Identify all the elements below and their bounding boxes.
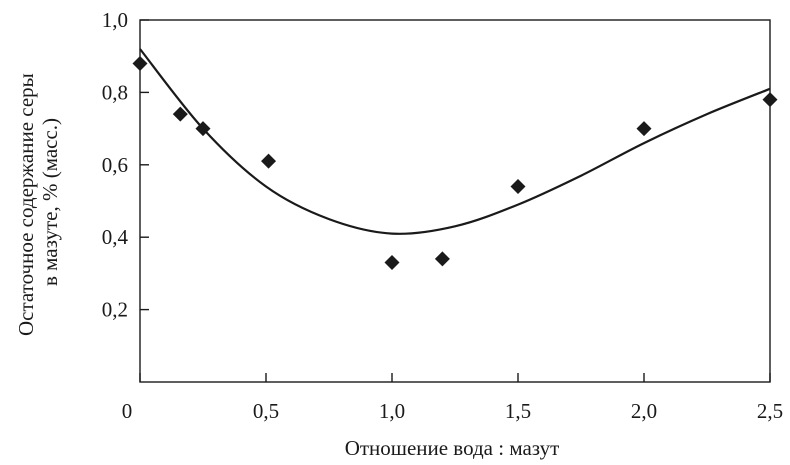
y-axis-title: Остаточное содержание серы в мазуте, % (… — [14, 68, 62, 336]
x-tick-label: 2,5 — [757, 399, 783, 423]
data-point — [195, 121, 211, 137]
x-tick-label: 1,5 — [505, 399, 531, 423]
data-point — [384, 255, 400, 271]
markers — [132, 55, 778, 271]
data-point — [261, 153, 277, 169]
tick-labels: 0 0,5 1,0 1,5 2,0 2,5 0,2 0,4 0,6 0,8 1,0 — [102, 8, 783, 423]
x-tick-label: 1,0 — [379, 399, 405, 423]
y-tick-label: 0,8 — [102, 80, 128, 104]
plot-frame — [139, 19, 771, 383]
x-axis-title: Отношение вода : мазут — [345, 436, 560, 460]
data-point — [762, 92, 778, 108]
x-tick-label: 2,0 — [631, 399, 657, 423]
fit-curve — [139, 48, 771, 235]
y-tick-label: 0,2 — [102, 298, 128, 322]
x-tick-label: 0,5 — [253, 399, 279, 423]
data-point — [434, 251, 450, 267]
y-tick-label: 1,0 — [102, 8, 128, 32]
data-point — [636, 121, 652, 137]
data-point — [132, 55, 148, 71]
y-axis-title-line-2: в мазуте, % (масс.) — [38, 118, 62, 286]
y-tick-label: 0,6 — [102, 153, 128, 177]
x-tick-label: 0 — [122, 399, 133, 423]
ticks — [139, 19, 771, 382]
data-point — [172, 106, 188, 122]
y-tick-label: 0,4 — [102, 225, 129, 249]
data-point — [510, 179, 526, 195]
y-axis-title-line-1: Остаточное содержание серы — [14, 73, 38, 336]
